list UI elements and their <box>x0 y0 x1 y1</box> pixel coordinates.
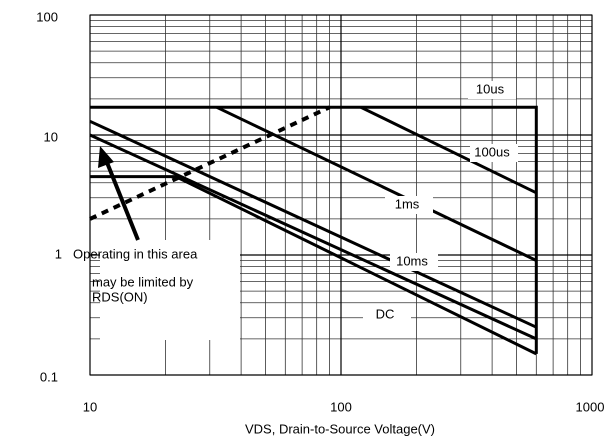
annotation-box <box>100 240 240 340</box>
label-bg <box>470 144 518 162</box>
series-line <box>89 133 537 341</box>
series-line <box>89 119 537 329</box>
series-line <box>216 105 537 262</box>
label-bg <box>385 196 433 214</box>
x-axis-label: VDS, Drain-to-Source Voltage(V) <box>245 421 435 436</box>
y-tick-label: 0.1 <box>40 369 58 384</box>
series-line <box>90 105 538 354</box>
marks <box>89 81 538 356</box>
series-label: 100us <box>474 144 510 159</box>
series-line <box>360 105 537 195</box>
y-tick-label: 1 <box>55 246 62 261</box>
x-tick-label: 1000 <box>576 399 605 414</box>
y-tick-label: 100 <box>36 9 58 24</box>
annotation: RDS(ON) <box>92 289 148 304</box>
series-label: 10ms <box>396 253 428 268</box>
series-line <box>90 175 537 356</box>
label-bg <box>390 253 438 271</box>
x-tick-label: 100 <box>330 399 352 414</box>
arrow-head <box>98 146 114 168</box>
label-bg <box>468 81 516 99</box>
series-line <box>89 105 331 221</box>
label-bg <box>363 306 411 324</box>
series-label: DC <box>376 306 395 321</box>
series-label: 1ms <box>395 196 420 211</box>
series-label: 10us <box>476 81 505 96</box>
annotation: Operating in this area <box>73 246 198 261</box>
x-tick-label: 10 <box>83 399 97 414</box>
y-tick-label: 10 <box>44 129 58 144</box>
annotation: may be limited by <box>92 274 194 289</box>
arrow <box>104 159 140 241</box>
